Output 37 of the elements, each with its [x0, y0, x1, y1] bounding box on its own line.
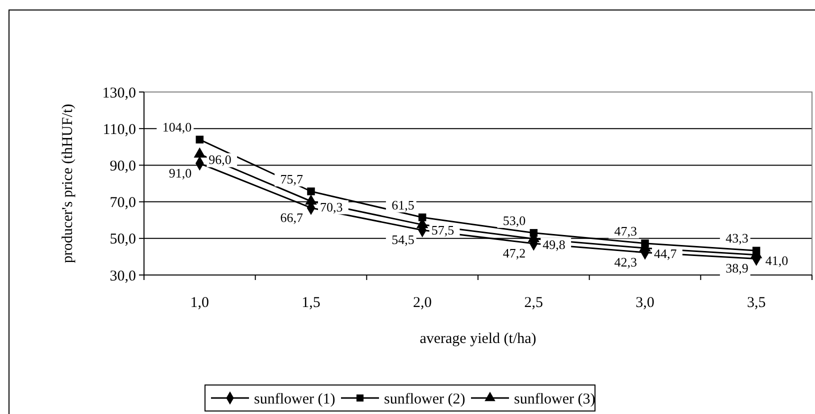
y-tick-label: 130,0: [102, 85, 136, 102]
y-tick-label: 110,0: [102, 122, 136, 138]
data-label: 54,5: [392, 232, 414, 248]
x-tick-label: 3,5: [746, 295, 766, 311]
y-axis-title: producer's price (thHUF/t): [60, 104, 76, 264]
data-label: 96,0: [208, 152, 232, 168]
data-label: 47,3: [614, 223, 637, 238]
x-tick-label: 3,0: [636, 295, 654, 311]
x-tick-label: 2,5: [524, 295, 544, 311]
x-axis-title: average yield (t/ha): [420, 331, 536, 347]
data-label: 75,7: [280, 171, 304, 186]
y-tick-label: 90,0: [110, 158, 136, 174]
data-label: 70,3: [320, 199, 343, 214]
data-label: 91,0: [168, 165, 192, 180]
point: [196, 136, 204, 144]
data-label: 53,0: [502, 212, 526, 228]
data-label: 104,0: [162, 120, 192, 135]
data-label: 42,3: [614, 254, 637, 270]
data-label: 47,2: [502, 246, 526, 261]
y-tick-label: 30,0: [110, 268, 136, 284]
legend-label: sunflower (1): [254, 391, 336, 408]
x-tick-label: 2,0: [412, 295, 432, 311]
data-label: 38,9: [726, 260, 748, 276]
y-tick-label: 70,0: [110, 195, 136, 212]
legend-label: sunflower (3): [514, 391, 596, 408]
data-label: 44,7: [654, 246, 678, 262]
legend-label: sunflower (2): [384, 391, 466, 408]
data-label: 57,5: [431, 222, 454, 238]
data-label: 41,0: [765, 252, 788, 268]
x-tick-label: 1,0: [190, 295, 210, 311]
data-label: 66,7: [280, 210, 304, 225]
x-tick-label: 1,5: [302, 295, 320, 311]
data-label: 61,5: [392, 197, 414, 212]
data-label: 43,3: [726, 230, 748, 246]
y-tick-label: 50,0: [110, 232, 136, 248]
data-label: 49,8: [542, 236, 566, 252]
point: [307, 187, 315, 196]
